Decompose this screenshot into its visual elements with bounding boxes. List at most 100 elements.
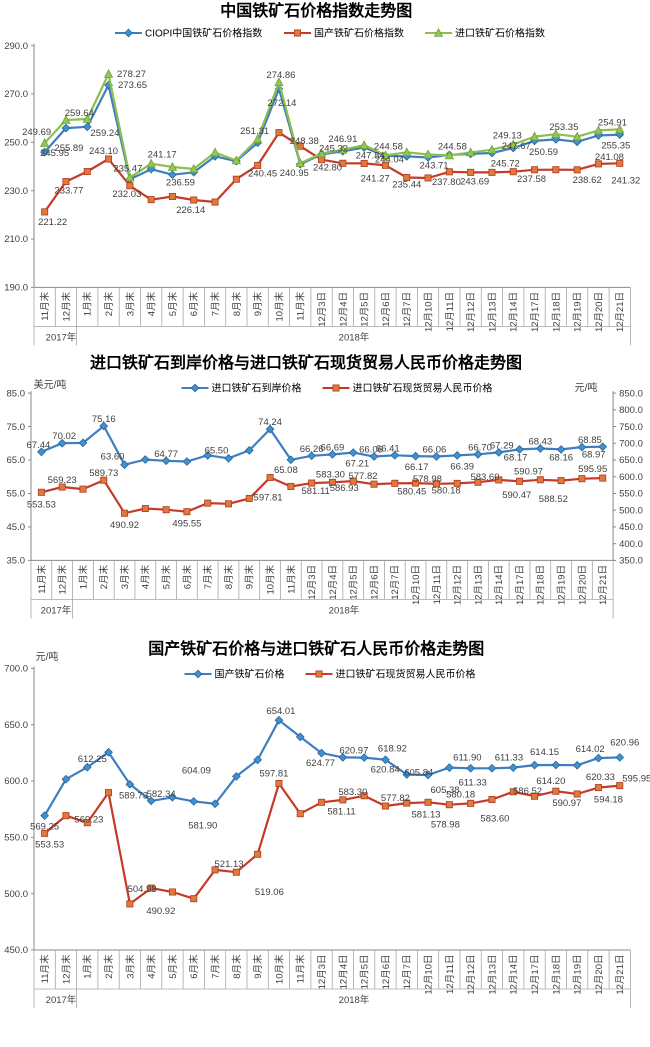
series-marker (189, 163, 199, 173)
series-marker (275, 780, 283, 788)
year-label-2017: 2017年 (46, 331, 77, 343)
series-marker (232, 175, 240, 183)
data-label: 65.08 (274, 465, 298, 476)
data-label: 586.52 (513, 786, 542, 797)
series-marker (78, 438, 88, 448)
data-label: 247.67 (502, 141, 531, 152)
series-marker (62, 178, 70, 186)
series-marker (161, 456, 171, 466)
series-marker (147, 196, 155, 204)
y-tick-label-right: 750.0 (619, 422, 643, 433)
series-marker (594, 160, 602, 168)
series-marker (432, 452, 441, 461)
y-tick-label-right: 450.0 (619, 522, 643, 533)
x-tick-label: 4月末 (140, 564, 152, 589)
series-marker (244, 446, 254, 455)
data-label: 611.33 (495, 752, 523, 763)
data-label: 68.85 (578, 435, 602, 446)
series-line (40, 476, 604, 515)
y-tick-label-right: 700.0 (619, 438, 643, 449)
series-marker (380, 150, 391, 160)
data-label: 68.17 (504, 452, 528, 463)
x-tick-label: 12月21日 (615, 955, 626, 995)
legend-label: CIOPI中国铁矿石价格指数 (145, 27, 262, 40)
data-label: 245.32 (319, 144, 348, 155)
data-label: 68.43 (528, 437, 552, 448)
data-label: 241.32 (611, 175, 640, 186)
series-marker (339, 159, 347, 167)
x-tick-label: 12月7日 (402, 292, 413, 327)
axes-group: 35.0 45.0 55.0 65.0 75.0 85.0 350.0 400.0 450.0 5… (7, 378, 643, 567)
data-label: 604.09 (182, 765, 211, 776)
legend-item-进口铁矿石现货贸易人民币价格: 进口铁矿石现货贸易人民币价格 (305, 668, 476, 681)
data-label: 594.18 (594, 795, 623, 806)
data-label: 63.60 (101, 452, 125, 463)
series-marker (465, 147, 476, 157)
data-label: 590.97 (514, 466, 543, 477)
x-tick-label: 12月21日 (598, 565, 609, 605)
series-marker (488, 168, 496, 176)
y-tick-label-right: 550.0 (619, 489, 643, 500)
data-label: 521.13 (215, 859, 244, 870)
x-tick-label: 12月末 (57, 564, 69, 594)
series-marker (61, 114, 71, 124)
series-marker (445, 168, 453, 176)
x-tick-label: 12月14日 (509, 292, 520, 332)
series-marker (37, 488, 45, 496)
series-进口铁矿石现货贸易人民币价格 (37, 473, 607, 517)
x-tick-label: 12月20日 (594, 292, 605, 332)
data-labels-国产铁矿石价格: 569.25 612.25 582.34 581.90 604.09 654.01 624.… (30, 706, 639, 832)
series-marker (551, 129, 561, 139)
data-label: 583.60 (480, 814, 509, 825)
year-label-2017: 2017年 (41, 604, 72, 616)
y-tick-label: 230.0 (4, 186, 28, 197)
series-marker (41, 208, 49, 216)
data-label: 243.10 (89, 146, 118, 157)
data-label: 580.45 (397, 486, 426, 497)
x-tick-label: 12月13日 (487, 955, 498, 995)
x-axis-group: 11月末 12月末 1月末 2月末 3月末 4月末 5月末 6月末 7月末 8月末 9月末 10月末 1… (33, 287, 631, 346)
series-marker (253, 755, 263, 765)
y-axis-unit-left: 元/吨 (36, 650, 59, 663)
series-marker (83, 819, 91, 827)
data-label: 569.25 (30, 822, 59, 833)
x-tick-label: 11月末 (39, 954, 51, 983)
x-tick-label: 12月12日 (466, 955, 477, 995)
data-label: 67.44 (27, 440, 51, 451)
x-tick-label: 12月20日 (577, 565, 588, 605)
series-marker (515, 445, 524, 454)
series-marker (412, 479, 420, 487)
data-label: 553.53 (35, 839, 64, 850)
y-tick-label-right: 350.0 (619, 556, 643, 567)
data-label: 259.64 (65, 108, 94, 119)
data-label: 495.55 (172, 519, 201, 530)
legend-label: 进口铁矿石现货贸易人民币价格 (336, 668, 476, 681)
x-tick-label: 8月末 (231, 291, 243, 316)
data-label: 519.06 (255, 887, 284, 898)
data-label: 581.90 (188, 820, 217, 831)
data-label: 66.70 (468, 442, 492, 453)
series-marker (508, 139, 518, 149)
data-label: 242.80 (313, 163, 342, 174)
data-label: 569.23 (74, 815, 103, 826)
x-tick-label: 11月末 (285, 564, 297, 593)
x-tick-label: 6月末 (188, 291, 200, 316)
y-tick-label: 65.0 (7, 455, 26, 466)
data-label: 590.97 (552, 798, 581, 809)
series-marker (531, 166, 539, 174)
series-marker (126, 900, 134, 908)
x-tick-label: 12月18日 (536, 565, 547, 605)
series-marker (552, 787, 560, 795)
series-marker (474, 478, 482, 486)
series-marker (381, 802, 389, 810)
data-label: 597.81 (254, 492, 283, 503)
x-tick-label: 3月末 (124, 954, 136, 979)
y-tick-label: 650.0 (4, 720, 28, 731)
series-marker (572, 137, 582, 147)
x-tick-label: 12月6日 (381, 955, 392, 990)
x-tick-label: 11月末 (36, 564, 48, 593)
chart-2-title: 进口铁矿石到岸价格与进口铁矿石现货贸易人民币价格走势图 (90, 353, 522, 372)
